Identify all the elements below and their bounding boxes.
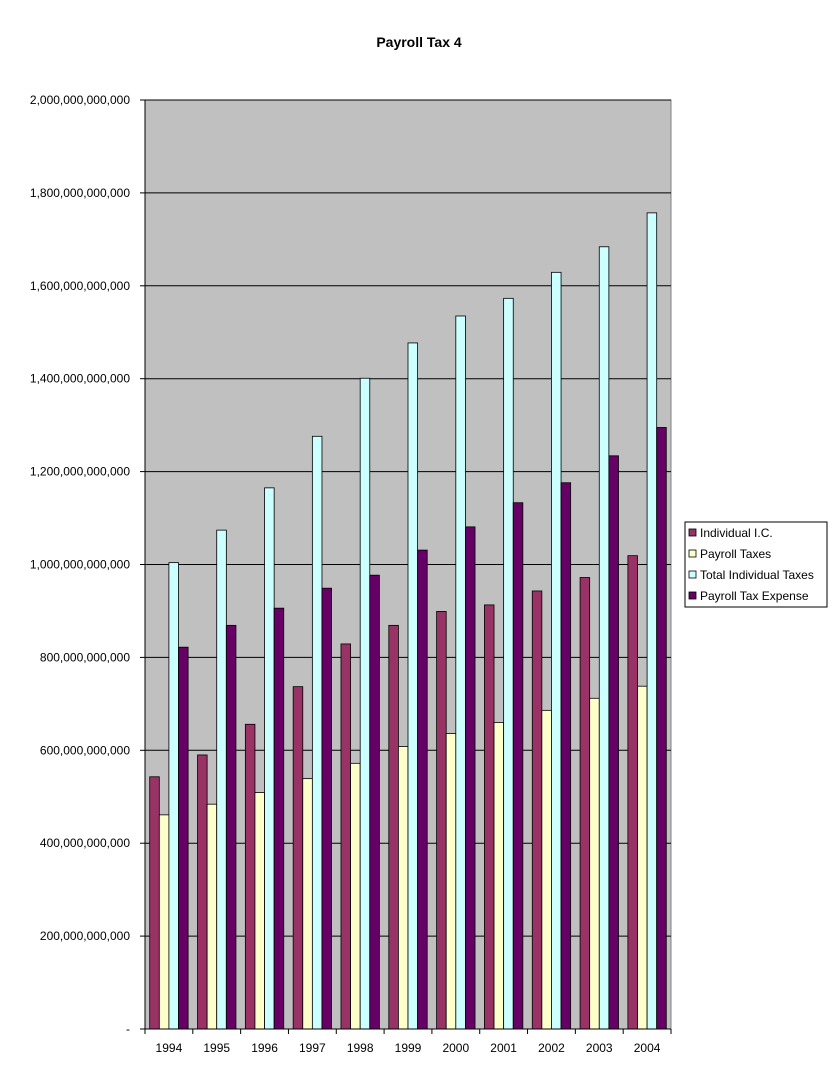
bar-individual-i-c-2000 [436,611,447,1030]
bar-payroll-taxes-1995 [206,803,218,1030]
bar-payroll-taxes-2002 [541,709,552,1030]
y-tick-label: 800,000,000,000 [40,650,130,664]
y-tick-label: 2,000,000,000,000 [30,93,130,107]
bar-payroll-tax-expense-2003 [608,455,619,1030]
bar-total-individual-taxes-1998 [359,377,371,1030]
bar-payroll-taxes-1997 [302,778,313,1030]
x-tick-label: 1994 [156,1041,183,1055]
bar-individual-i-c-1998 [340,643,351,1030]
bar-total-individual-taxes-2003 [598,246,610,1030]
legend-swatch [688,528,697,537]
y-tick-label: 1,400,000,000,000 [30,372,130,386]
x-tick-label: 2003 [586,1041,613,1055]
bar-individual-i-c-1996 [244,723,256,1030]
bar-total-individual-taxes-2001 [503,297,514,1030]
legend-label: Total Individual Taxes [700,568,814,582]
x-tick-label: 1995 [203,1041,230,1055]
legend: Individual I.C. Payroll Taxes Total Indivi… [684,521,828,608]
bar-total-individual-taxes-2000 [455,315,466,1030]
bar-payroll-tax-expense-1997 [321,587,332,1030]
y-tick-label: 1,000,000,000,000 [30,558,130,572]
legend-label: Payroll Taxes [700,547,771,561]
bar-individual-i-c-2002 [531,590,543,1030]
legend-label: Payroll Tax Expense [700,589,809,603]
bar-payroll-tax-expense-1999 [417,549,428,1030]
legend-box [684,521,828,608]
bar-payroll-taxes-2001 [493,722,505,1030]
bar-total-individual-taxes-2002 [551,271,562,1030]
axes [144,100,672,1034]
bar-payroll-tax-expense-1996 [273,607,285,1030]
y-axis-tick-labels: - 200,000,000,000 400,000,000,000 600,000,0… [30,93,130,1036]
bar-payroll-taxes-2004 [637,685,648,1030]
bar-payroll-taxes-2000 [445,733,457,1030]
bar-payroll-tax-expense-2000 [465,526,476,1030]
x-tick-label: 2002 [538,1041,565,1055]
bar-individual-i-c-2003 [579,577,591,1030]
x-tick-label: 1996 [251,1041,278,1055]
y-tick-label: 200,000,000,000 [40,929,130,943]
x-axis-tick-labels: 1994 1995 1996 1997 1998 1999 2000 2001 2002 2003… [156,1041,661,1055]
y-tick-label: - [126,1022,130,1036]
bar-payroll-tax-expense-2004 [656,427,667,1030]
chart-title: Payroll Tax 4 [376,34,462,50]
bar-payroll-tax-expense-1994 [178,646,189,1030]
bars [149,212,667,1030]
bar-individual-i-c-1999 [388,624,399,1030]
x-tick-label: 1999 [395,1041,422,1055]
bar-individual-i-c-1995 [197,754,208,1030]
legend-swatch [688,591,697,600]
x-tick-label: 2000 [442,1041,469,1055]
bar-payroll-taxes-2003 [589,697,600,1030]
x-tick-label: 1997 [299,1041,326,1055]
y-tick-label: 600,000,000,000 [40,743,130,757]
y-tick-label: 400,000,000,000 [40,836,130,850]
bar-individual-i-c-2001 [484,604,495,1030]
bar-total-individual-taxes-1996 [264,487,275,1030]
bar-total-individual-taxes-1997 [311,435,323,1030]
x-tick-label: 2001 [490,1041,517,1055]
bar-total-individual-taxes-1994 [168,562,179,1030]
bar-individual-i-c-1994 [149,776,160,1030]
bar-payroll-tax-expense-1998 [369,574,380,1030]
bar-total-individual-taxes-1999 [407,342,419,1030]
legend-swatch [688,570,697,579]
bar-total-individual-taxes-1995 [216,529,227,1030]
x-tick-label: 2004 [634,1041,661,1055]
bar-payroll-taxes-1996 [254,792,265,1030]
bar-payroll-taxes-1994 [158,814,170,1030]
bar-payroll-taxes-1998 [350,762,361,1030]
bar-payroll-tax-expense-2001 [512,502,524,1030]
bar-payroll-taxes-1999 [397,746,409,1030]
x-tick-label: 1998 [347,1041,374,1055]
bar-individual-i-c-2004 [627,555,638,1030]
legend-label: Individual I.C. [700,526,773,540]
bar-payroll-tax-expense-1995 [225,624,237,1030]
y-tick-label: 1,200,000,000,000 [30,465,130,479]
bar-payroll-tax-expense-2002 [560,482,572,1030]
legend-swatch [688,549,697,558]
bar-individual-i-c-1997 [292,686,304,1030]
y-tick-label: 1,600,000,000,000 [30,279,130,293]
y-tick-label: 1,800,000,000,000 [30,186,130,200]
bar-total-individual-taxes-2004 [646,212,658,1030]
